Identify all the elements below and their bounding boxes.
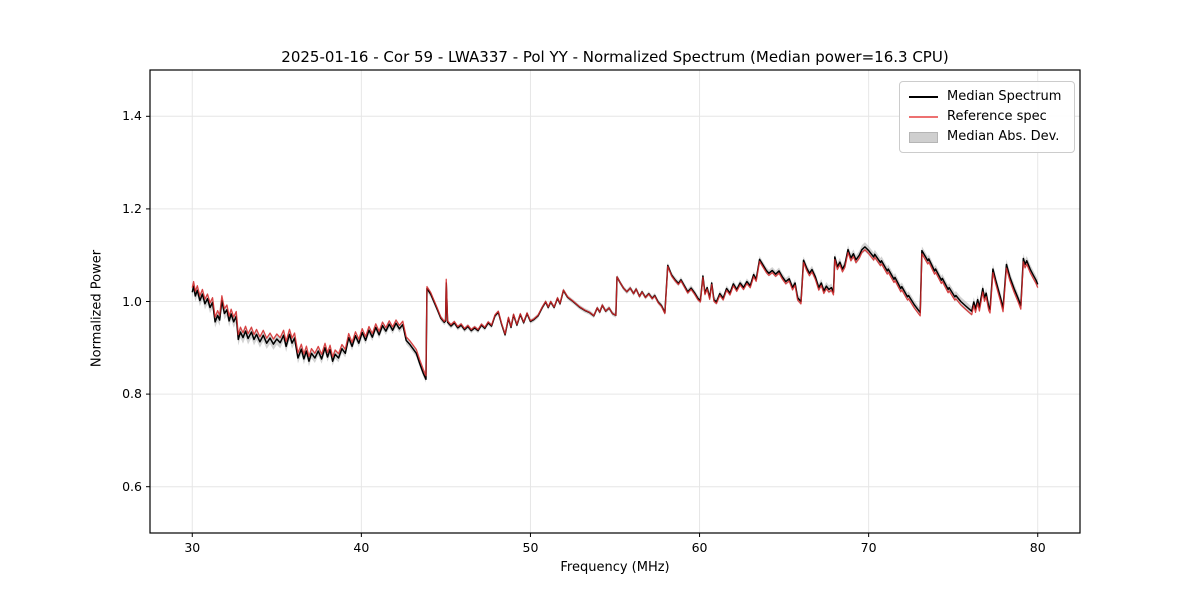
legend-label-reference-spec: Reference spec (947, 109, 1047, 124)
y-axis-label: Normalized Power (89, 249, 105, 368)
median-abs-dev-band (192, 242, 1038, 383)
x-tick-label: 50 (522, 540, 539, 555)
y-tick-label: 1.2 (122, 200, 142, 216)
reference-spec-line (191, 249, 1039, 377)
y-tick-label: 0.8 (122, 386, 142, 402)
legend-item-median-spectrum: Median Spectrum (909, 89, 1064, 105)
x-tick-label: 40 (353, 540, 370, 555)
legend-item-median-abs-dev: Median Abs. Dev. (909, 129, 1064, 145)
legend: Median Spectrum Reference spec Median Ab… (899, 81, 1075, 153)
x-tick-label: 70 (860, 540, 877, 555)
x-tick-label: 60 (691, 540, 708, 555)
y-tick-label: 1.0 (122, 293, 142, 309)
y-tick-label: 0.6 (122, 478, 142, 494)
reference-spec-line-swatch (909, 116, 938, 118)
x-tick-label: 30 (184, 540, 201, 555)
x-tick-label: 80 (1029, 540, 1046, 555)
axis-ticks (146, 115, 1039, 537)
legend-item-reference-spec: Reference spec (909, 109, 1064, 125)
legend-label-median-abs-dev: Median Abs. Dev. (947, 129, 1060, 144)
legend-label-median-spectrum: Median Spectrum (947, 89, 1062, 104)
chart-title: 2025-01-16 - Cor 59 - LWA337 - Pol YY - … (281, 48, 949, 66)
median-spectrum-line-swatch (909, 96, 938, 98)
median-abs-dev-patch-swatch (909, 131, 938, 143)
x-axis-label: Frequency (MHz) (560, 560, 670, 575)
y-tick-label: 1.4 (122, 108, 142, 124)
